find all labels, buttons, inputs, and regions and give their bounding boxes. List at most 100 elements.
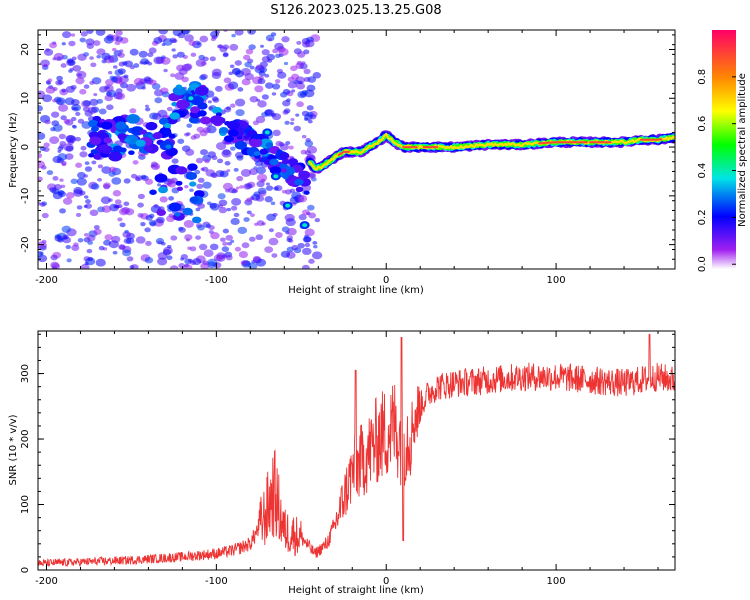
- heatmap-cell: [261, 49, 270, 56]
- heatmap-cell: [306, 145, 318, 154]
- heatmap-cell: [286, 237, 293, 243]
- heatmap-cell: [225, 234, 234, 241]
- heatmap-cell: [137, 213, 144, 218]
- heatmap-cell: [128, 150, 135, 156]
- heatmap-cell: [287, 76, 295, 82]
- heatmap-cell: [195, 235, 201, 240]
- heatmap-cell: [93, 224, 100, 230]
- heatmap-cell: [197, 203, 205, 209]
- heatmap-cell: [105, 86, 110, 90]
- heatmap-cell: [70, 33, 76, 37]
- heatmap-cell: [156, 183, 162, 187]
- heatmap-cell: [101, 205, 112, 213]
- heatmap-cell: [288, 145, 294, 150]
- heatmap-cell: [218, 199, 228, 207]
- heatmap-cell: [88, 153, 95, 158]
- heatmap-cell: [189, 181, 197, 187]
- heatmap-cell: [182, 207, 193, 216]
- heatmap-cell: [244, 73, 254, 81]
- colorbar-ticks: 0.0 0.2 0.4 0.6 0.8: [697, 69, 736, 272]
- heatmap-cell: [184, 132, 190, 137]
- heatmap-cell: [52, 98, 57, 103]
- heatmap-cell: [268, 237, 279, 246]
- heatmap-cell: [198, 243, 208, 251]
- heatmap-cell: [171, 48, 176, 52]
- heatmap-cell: [58, 133, 66, 140]
- heatmap-cell: [229, 103, 236, 108]
- heatmap-cell: [77, 171, 86, 179]
- heatmap-cell: [279, 152, 290, 160]
- heatmap-cell: [197, 177, 205, 183]
- x-tick-label: 0: [383, 275, 389, 286]
- heatmap-cell: [283, 108, 291, 114]
- heatmap-cell: [272, 48, 279, 54]
- heatmap-cell: [304, 242, 311, 248]
- heatmap-cell: [255, 64, 264, 71]
- heatmap-cell: [265, 82, 274, 89]
- y-tick-label: 300: [20, 364, 31, 383]
- heatmap-cell: [243, 54, 251, 61]
- heatmap-cell: [254, 222, 259, 226]
- heatmap-cell: [207, 100, 212, 104]
- heatmap-cell: [171, 158, 179, 164]
- heatmap-cell: [87, 240, 94, 245]
- heatmap-cell: [239, 185, 244, 189]
- heatmap-cell: [200, 149, 209, 156]
- heatmap-cell: [115, 36, 123, 42]
- heatmap-cell: [236, 155, 244, 161]
- heatmap-cell: [202, 181, 212, 189]
- heatmap-cell: [79, 37, 86, 43]
- heatmap-cell: [40, 165, 47, 170]
- snr-y-axis-label: SNR (10 * v/v): [8, 414, 19, 485]
- heatmap-cell: [269, 158, 279, 166]
- heatmap-cell: [248, 44, 256, 51]
- heatmap-cell: [280, 91, 288, 98]
- heatmap-cell: [74, 107, 79, 111]
- heatmap-cell: [62, 197, 73, 205]
- heatmap-cell: [159, 196, 168, 203]
- heatmap-cell: [304, 140, 314, 147]
- heatmap-cell: [64, 153, 74, 160]
- heatmap-cell: [208, 225, 215, 231]
- heatmap-cell: [58, 104, 69, 112]
- heatmap-cell: [148, 79, 157, 86]
- heatmap-cell: [133, 77, 145, 86]
- heatmap-cell: [167, 178, 175, 185]
- heatmap-cell: [95, 30, 106, 36]
- heatmap-cell: [306, 105, 314, 111]
- heatmap-cell: [197, 110, 207, 117]
- heatmap-cell: [83, 232, 89, 237]
- heatmap-cell: [276, 149, 283, 154]
- heatmap-cell: [195, 207, 201, 212]
- heatmap-cell: [63, 118, 71, 124]
- heatmap-cell: [249, 168, 258, 176]
- heatmap-cell: [195, 86, 209, 96]
- heatmap-cell: [50, 127, 56, 132]
- heatmap-cell: [145, 178, 154, 185]
- heatmap-cell: [170, 73, 176, 78]
- heatmap-cell: [156, 209, 166, 217]
- colorbar: 0.0 0.2 0.4 0.6 0.8 Normalized spectral ampl…: [697, 30, 748, 272]
- heatmap-cell: [281, 189, 287, 194]
- heatmap-cell: [186, 123, 193, 128]
- heatmap-cell: [137, 202, 144, 208]
- heatmap-cell: [119, 81, 124, 86]
- heatmap-cell: [112, 190, 122, 197]
- heatmap-cell: [75, 111, 81, 116]
- heatmap-cell: [52, 176, 59, 181]
- heatmap-cell: [86, 30, 94, 34]
- heatmap-cell: [187, 258, 193, 263]
- heatmap-cell: [60, 115, 67, 121]
- heatmap-cell: [174, 212, 181, 217]
- heatmap-cell: [224, 160, 231, 166]
- heatmap-cell: [145, 240, 152, 246]
- heatmap-cell: [210, 37, 216, 42]
- heatmap-cell: [110, 76, 119, 83]
- heatmap-cell: [123, 74, 129, 79]
- heatmap-cell: [108, 166, 117, 173]
- heatmap-cell: [41, 212, 49, 219]
- heatmap-cell: [126, 113, 140, 124]
- heatmap-cell: [190, 106, 201, 114]
- heatmap-ridge-peak: [337, 150, 350, 156]
- heatmap-cell: [70, 178, 78, 185]
